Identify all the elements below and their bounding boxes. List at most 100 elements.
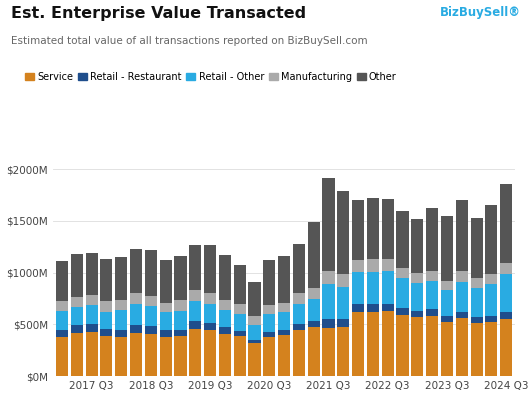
Bar	[115, 257, 127, 300]
Bar	[100, 312, 113, 329]
Bar	[56, 311, 68, 330]
Bar	[382, 270, 394, 304]
Bar	[159, 260, 172, 303]
Bar	[219, 334, 231, 376]
Bar	[485, 322, 498, 376]
Bar	[485, 284, 498, 316]
Bar	[397, 315, 409, 376]
Bar	[85, 295, 98, 305]
Bar	[204, 304, 216, 323]
Bar	[263, 314, 276, 332]
Bar	[352, 312, 364, 376]
Bar	[456, 271, 468, 282]
Bar	[174, 311, 186, 330]
Bar	[115, 330, 127, 337]
Bar	[189, 245, 201, 290]
Bar	[174, 336, 186, 376]
Bar	[382, 199, 394, 260]
Bar	[397, 278, 409, 308]
Bar	[293, 244, 305, 293]
Bar	[189, 290, 201, 301]
Bar	[412, 219, 423, 273]
Bar	[500, 274, 512, 311]
Bar	[56, 330, 68, 337]
Bar	[204, 330, 216, 376]
Bar	[367, 304, 379, 312]
Bar	[307, 288, 320, 299]
Bar	[115, 337, 127, 376]
Bar	[456, 311, 468, 318]
Bar	[56, 301, 68, 311]
Bar	[85, 324, 98, 332]
Text: Est. Enterprise Value Transacted: Est. Enterprise Value Transacted	[11, 6, 306, 21]
Bar	[441, 316, 453, 322]
Bar	[130, 249, 142, 293]
Bar	[322, 328, 335, 376]
Bar	[85, 253, 98, 295]
Bar	[337, 287, 349, 319]
Bar	[307, 327, 320, 376]
Bar	[352, 200, 364, 260]
Bar	[130, 304, 142, 325]
Bar	[352, 260, 364, 272]
Bar	[130, 333, 142, 376]
Bar	[500, 311, 512, 319]
Bar	[367, 272, 379, 304]
Bar	[71, 307, 83, 326]
Bar	[456, 318, 468, 376]
Bar	[174, 330, 186, 336]
Bar	[189, 301, 201, 321]
Bar	[71, 333, 83, 376]
Bar	[322, 283, 335, 319]
Bar	[412, 273, 423, 283]
Bar	[56, 261, 68, 301]
Bar	[456, 201, 468, 271]
Bar	[174, 300, 186, 311]
Bar	[100, 260, 113, 301]
Bar	[470, 278, 483, 288]
Bar	[293, 330, 305, 376]
Bar	[500, 184, 512, 263]
Bar	[352, 272, 364, 304]
Bar	[470, 218, 483, 278]
Bar	[234, 314, 246, 331]
Bar	[249, 343, 261, 376]
Bar	[352, 304, 364, 312]
Bar	[278, 255, 290, 303]
Bar	[412, 283, 423, 311]
Bar	[249, 340, 261, 343]
Bar	[145, 326, 157, 334]
Bar	[485, 205, 498, 274]
Bar	[367, 259, 379, 272]
Bar	[293, 324, 305, 330]
Bar	[159, 312, 172, 330]
Bar	[249, 325, 261, 340]
Bar	[263, 337, 276, 376]
Bar	[278, 335, 290, 376]
Bar	[485, 274, 498, 284]
Legend: Service, Retail - Restaurant, Retail - Other, Manufacturing, Other: Service, Retail - Restaurant, Retail - O…	[21, 68, 400, 86]
Bar	[219, 255, 231, 300]
Bar	[382, 304, 394, 311]
Bar	[426, 309, 438, 316]
Text: Estimated total value of all transactions reported on BizBuySell.com: Estimated total value of all transaction…	[11, 36, 367, 46]
Bar	[100, 329, 113, 336]
Bar	[337, 319, 349, 326]
Bar	[307, 222, 320, 288]
Bar	[278, 330, 290, 335]
Bar	[293, 293, 305, 304]
Bar	[204, 293, 216, 304]
Bar	[204, 323, 216, 330]
Bar	[322, 178, 335, 271]
Bar	[249, 282, 261, 316]
Bar	[322, 271, 335, 283]
Bar	[263, 305, 276, 314]
Bar	[367, 198, 379, 259]
Bar	[397, 211, 409, 268]
Bar	[85, 305, 98, 324]
Bar	[278, 303, 290, 312]
Bar	[234, 331, 246, 336]
Bar	[71, 297, 83, 307]
Bar	[500, 319, 512, 376]
Bar	[145, 296, 157, 306]
